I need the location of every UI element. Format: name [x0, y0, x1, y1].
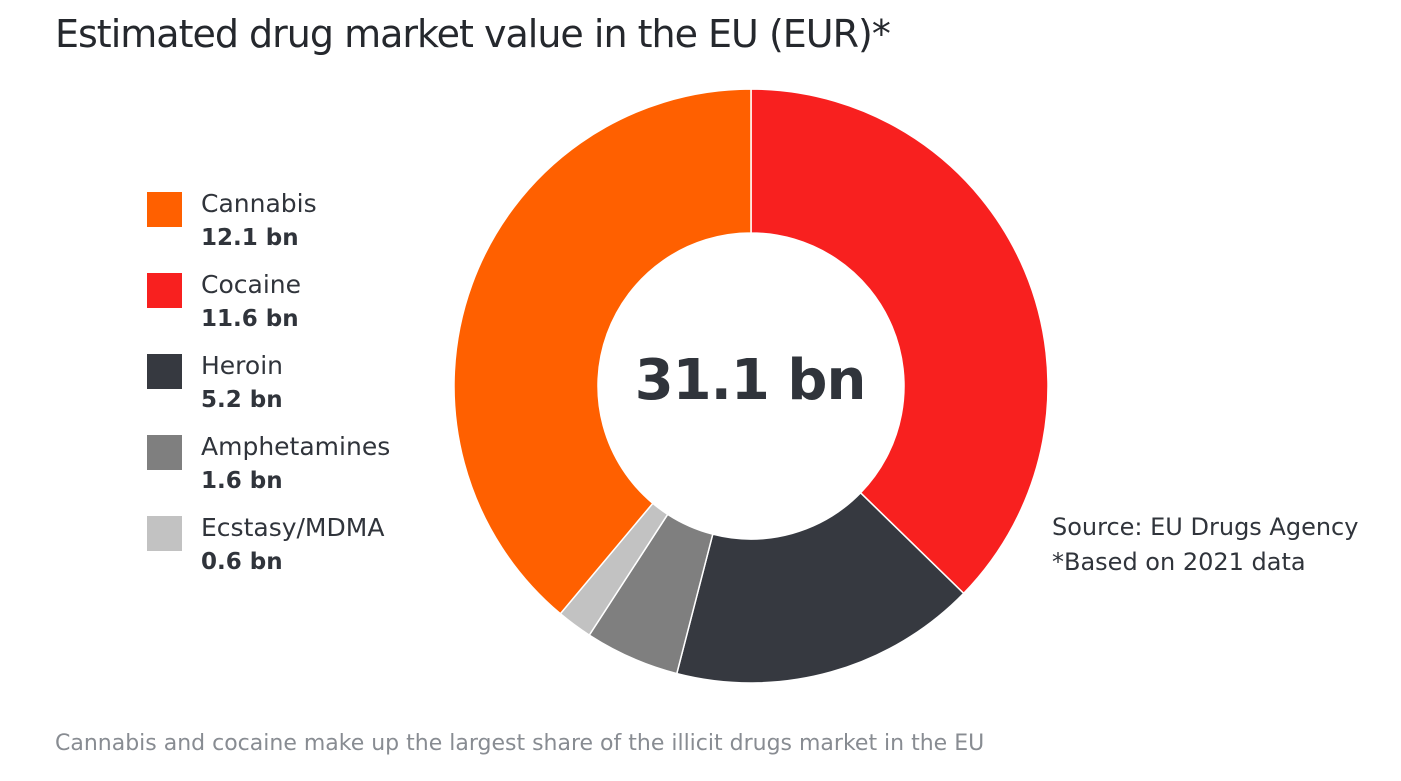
legend-swatch: [147, 516, 182, 551]
legend-label: Cannabis: [201, 189, 317, 218]
source-line: Source: EU Drugs Agency: [1052, 513, 1359, 541]
source-note: Source: EU Drugs Agency *Based on 2021 d…: [1052, 510, 1358, 580]
legend-value: 12.1 bn: [201, 225, 299, 251]
legend-value: 0.6 bn: [201, 549, 283, 575]
legend-label: Amphetamines: [201, 432, 391, 461]
slice-cannabis: [453, 88, 752, 615]
legend-label: Heroin: [201, 351, 283, 380]
chart-title: Estimated drug market value in the EU (E…: [55, 12, 891, 56]
legend-swatch: [147, 192, 182, 227]
legend-label: Cocaine: [201, 270, 301, 299]
donut-slices: [453, 88, 1049, 684]
legend-value: 11.6 bn: [201, 306, 299, 332]
legend-swatch: [147, 354, 182, 389]
legend-label: Ecstasy/MDMA: [201, 513, 385, 542]
legend-swatch: [147, 273, 182, 308]
slice-cocaine: [750, 88, 1049, 595]
slice-heroin: [675, 491, 965, 684]
legend-swatch: [147, 435, 182, 470]
center-total-label: 31.1 bn: [634, 348, 867, 413]
chart-caption: Cannabis and cocaine make up the largest…: [55, 731, 985, 756]
legend-value: 1.6 bn: [201, 468, 283, 494]
data-year-note: *Based on 2021 data: [1052, 548, 1306, 576]
legend-value: 5.2 bn: [201, 387, 283, 413]
